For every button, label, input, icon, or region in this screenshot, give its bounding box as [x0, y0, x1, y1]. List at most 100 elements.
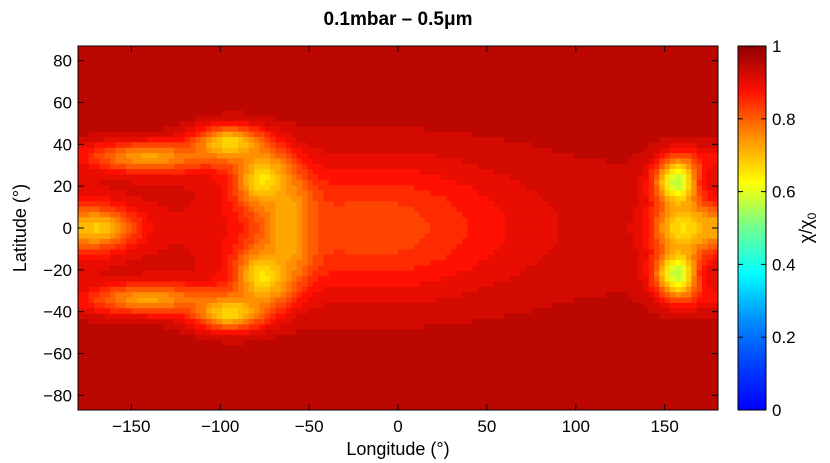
heatmap-cell [94, 72, 100, 79]
heatmap-cell [142, 302, 148, 309]
heatmap-cell [200, 281, 207, 288]
heatmap-cell [430, 383, 436, 390]
heatmap-cell [131, 153, 138, 160]
heatmap-cell [355, 228, 362, 234]
heatmap-cell [147, 345, 154, 352]
heatmap-cell [184, 319, 191, 325]
heatmap-cell [296, 131, 303, 138]
heatmap-cell [174, 367, 180, 374]
heatmap-cell [254, 281, 260, 288]
heatmap-cell [126, 99, 132, 106]
heatmap-cell [280, 174, 287, 181]
heatmap-cell [142, 46, 148, 52]
heatmap-cell [451, 377, 458, 384]
heatmap-cell [318, 351, 324, 358]
heatmap-cell [403, 46, 410, 52]
heatmap-cell [440, 297, 447, 304]
heatmap-cell [110, 179, 116, 186]
heatmap-cell [190, 276, 196, 283]
heatmap-cell [403, 244, 410, 251]
heatmap-cell [419, 356, 426, 363]
heatmap-cell [344, 302, 351, 309]
heatmap-cell [238, 319, 244, 325]
heatmap-cell [419, 372, 426, 379]
heatmap-cell [174, 206, 180, 213]
heatmap-cell [296, 356, 303, 363]
heatmap-cell [387, 265, 394, 272]
heatmap-cell [339, 67, 346, 74]
heatmap-cell [174, 147, 180, 154]
heatmap-cell [136, 120, 143, 127]
heatmap-cell [296, 56, 303, 63]
heatmap-cell [419, 393, 426, 400]
heatmap-cell [248, 174, 255, 181]
heatmap-cell [291, 399, 298, 406]
heatmap-cell [286, 206, 292, 213]
heatmap-cell [259, 78, 266, 85]
heatmap-cell [456, 190, 463, 197]
heatmap-cell [163, 174, 170, 181]
heatmap-cell [168, 249, 175, 256]
heatmap-cell [355, 292, 362, 299]
heatmap-cell [296, 137, 303, 143]
heatmap-cell [158, 67, 164, 74]
heatmap-cell [451, 169, 458, 176]
heatmap-cell [307, 179, 314, 186]
heatmap-cell [467, 67, 474, 74]
heatmap-cell [323, 270, 330, 277]
heatmap-cell [334, 142, 340, 149]
heatmap-cell [286, 217, 292, 224]
heatmap-cell [355, 51, 362, 58]
heatmap-cell [264, 281, 271, 288]
heatmap-cell [462, 388, 468, 395]
heatmap-cell [248, 222, 255, 229]
heatmap-cell [387, 335, 394, 342]
heatmap-cell [195, 260, 202, 267]
heatmap-cell [435, 276, 442, 283]
heatmap-cell [222, 377, 228, 384]
heatmap-cell [451, 270, 458, 277]
heatmap-cell [382, 324, 388, 331]
heatmap-cell [211, 131, 218, 138]
heatmap-cell [312, 120, 319, 127]
heatmap-cell [462, 249, 468, 256]
heatmap-cell [371, 94, 378, 101]
heatmap-cell [392, 302, 399, 309]
heatmap-cell [158, 120, 164, 127]
heatmap-cell [430, 356, 436, 363]
heatmap-cell [366, 399, 372, 406]
heatmap-cell [163, 158, 170, 165]
heatmap-cell [254, 340, 260, 347]
heatmap-cell [307, 292, 314, 299]
heatmap-cell [104, 313, 111, 320]
heatmap-cell [403, 377, 410, 384]
heatmap-cell [264, 94, 271, 101]
heatmap-cell [275, 56, 282, 63]
heatmap-cell [296, 238, 303, 245]
heatmap-cell [280, 324, 287, 331]
heatmap-cell [275, 104, 282, 111]
heatmap-cell [168, 361, 175, 368]
heatmap-cell [334, 302, 340, 309]
heatmap-cell [206, 51, 212, 58]
heatmap-cell [136, 276, 143, 283]
heatmap-cell [350, 329, 356, 336]
heatmap-cell [126, 115, 132, 122]
heatmap-cell [136, 340, 143, 347]
heatmap-cell [339, 110, 346, 117]
heatmap-cell [120, 335, 127, 342]
heatmap-cell [238, 356, 244, 363]
heatmap-cell [435, 211, 442, 218]
heatmap-cell [456, 185, 463, 192]
heatmap-cell [360, 137, 367, 143]
heatmap-cell [168, 179, 175, 186]
heatmap-cell [126, 286, 132, 293]
heatmap-cell [174, 313, 180, 320]
heatmap-cell [344, 270, 351, 277]
heatmap-cell [408, 147, 415, 154]
heatmap-cell [142, 286, 148, 293]
heatmap-cell [398, 383, 404, 390]
heatmap-cell [232, 345, 239, 352]
heatmap-cell [264, 383, 271, 390]
heatmap-cell [83, 345, 90, 352]
